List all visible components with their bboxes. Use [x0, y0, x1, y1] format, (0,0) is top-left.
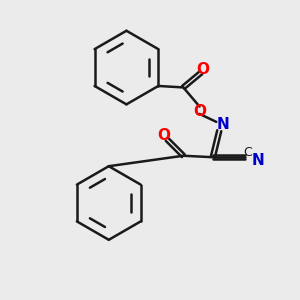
Text: N: N: [217, 117, 230, 132]
Text: N: N: [252, 153, 265, 168]
Text: O: O: [157, 128, 170, 142]
Text: O: O: [196, 62, 209, 77]
Text: O: O: [193, 104, 206, 119]
Text: C: C: [243, 146, 252, 159]
